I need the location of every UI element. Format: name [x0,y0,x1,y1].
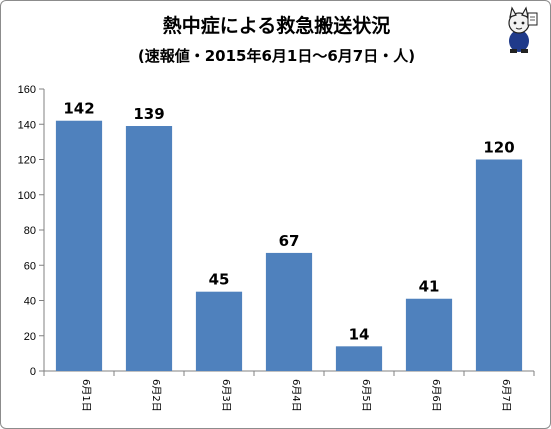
y-tick-label: 0 [30,366,36,378]
chart-title: 熱中症による救急搬送状況 [162,15,391,37]
bar [475,159,523,371]
cat-mascot-icon [508,6,538,53]
y-tick-label: 40 [24,296,36,308]
chart-subtitle: (速報値・2015年6月1日～6月7日・人) [137,47,416,65]
y-tick-label: 60 [24,260,36,272]
data-label: 139 [133,105,164,123]
bar [405,298,453,371]
y-tick-label: 20 [24,331,36,343]
data-label: 45 [209,271,230,289]
x-tick-label: 6月2日 [150,379,162,412]
data-label: 41 [419,278,440,296]
bar [335,346,383,371]
y-tick-label: 140 [18,119,36,131]
x-tick-label: 6月3日 [220,379,232,412]
bar [55,120,103,371]
data-label: 142 [63,100,94,118]
data-label: 67 [279,232,300,250]
data-label: 120 [483,139,514,157]
data-label: 14 [349,325,370,343]
x-tick-label: 6月6日 [430,379,442,412]
bar [265,252,313,371]
x-tick-label: 6月1日 [80,379,92,412]
y-tick-label: 160 [18,84,36,96]
x-tick-label: 6月7日 [500,379,512,412]
y-tick-label: 120 [18,155,36,167]
x-tick-label: 6月4日 [290,379,302,412]
bar [195,291,243,371]
y-tick-label: 100 [18,190,36,202]
x-tick-label: 6月5日 [360,379,372,412]
bar [125,126,173,371]
y-tick-label: 80 [24,225,36,237]
